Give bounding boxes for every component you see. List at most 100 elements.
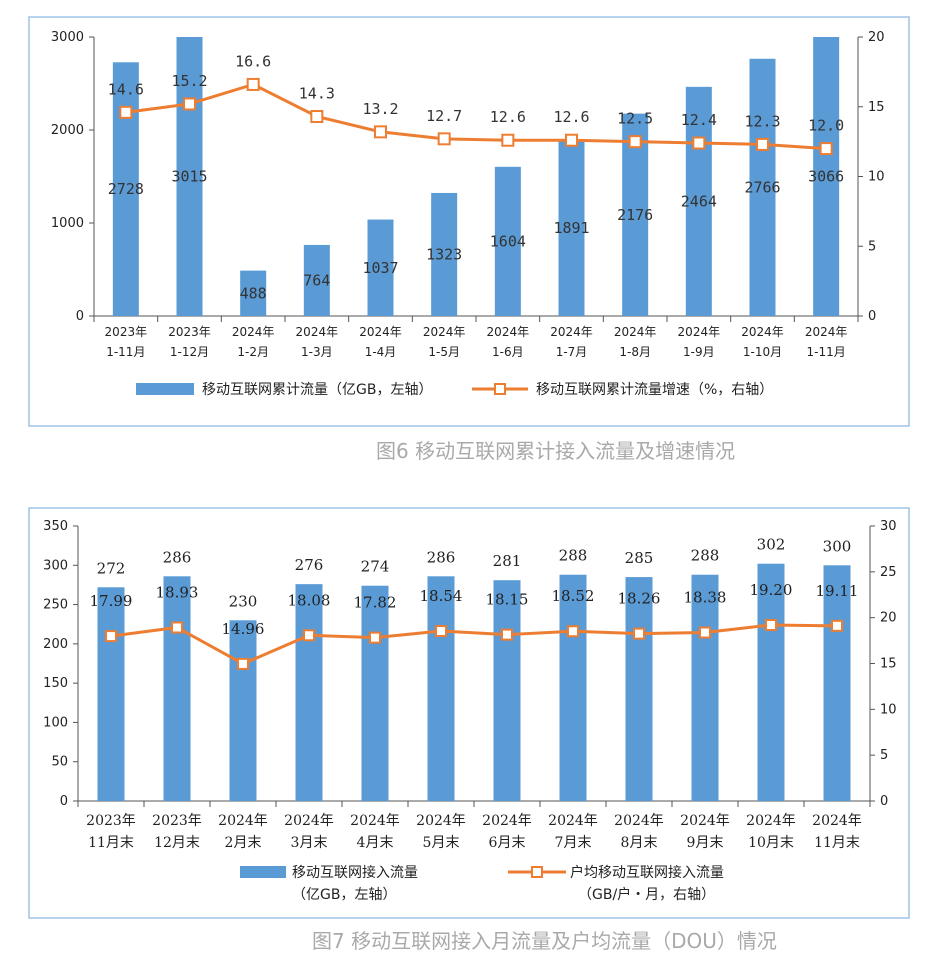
- chart1-xtick-label-year: 2023年: [105, 325, 148, 339]
- chart2-ytick-right: 30: [880, 519, 897, 534]
- chart2-xtick-label-year: 2024年: [284, 813, 334, 829]
- chart2-ytick-left: 250: [43, 598, 68, 613]
- chart2-bar-label-9: 288: [691, 547, 720, 565]
- chart1-bar-2: [240, 270, 267, 316]
- chart1-xtick-label-period: 1-5月: [428, 345, 460, 359]
- chart1-bar-label-6: 1604: [490, 232, 526, 250]
- chart1-xtick-label-year: 2024年: [487, 325, 530, 339]
- chart2-ytick-right: 15: [880, 657, 897, 672]
- chart1-xtick-label-year: 2024年: [423, 325, 466, 339]
- chart1-line-label-11: 12.0: [808, 117, 844, 135]
- chart1-xtick-label-period: 1-6月: [492, 345, 524, 359]
- chart2-bar-3: [295, 584, 323, 801]
- chart1-xtick-label-year: 2024年: [296, 325, 339, 339]
- chart2-line-point-4: [369, 631, 381, 644]
- chart1-line-series: [125, 82, 827, 151]
- chart2-bar-11: [823, 565, 851, 801]
- chart2-xtick-label-year: 2023年: [86, 813, 136, 829]
- chart2-bar-9: [691, 574, 719, 801]
- chart2-bar-0: [97, 587, 125, 801]
- chart2-caption: 图7 移动互联网接入月流量及户均流量（DOU）情况: [312, 929, 777, 953]
- chart2-xtick-label-period: 3月末: [291, 835, 328, 851]
- chart2-line-point-0: [105, 630, 117, 643]
- chart2-bar-8: [625, 577, 653, 801]
- chart1-bar-label-4: 1037: [362, 259, 398, 277]
- chart2-ytick-right: 20: [880, 611, 897, 626]
- chart2-bar-2: [229, 620, 257, 801]
- chart1-bar-label-8: 2176: [617, 206, 653, 224]
- chart2-xtick-label-year: 2023年: [152, 813, 202, 829]
- chart2-bar-5: [427, 576, 455, 801]
- chart2-line-label-3: 18.08: [288, 591, 331, 609]
- chart1-xtick-label-period: 1-7月: [556, 345, 588, 359]
- chart1-line-label-1: 15.2: [171, 72, 207, 90]
- chart1-xtick-label-period: 1-12月: [170, 345, 209, 359]
- chart2-line-label-0: 17.99: [90, 592, 133, 610]
- chart1-xtick-label-period: 1-10月: [743, 345, 782, 359]
- chart2-ytick-left: 200: [43, 637, 68, 652]
- chart1-bar-0: [112, 62, 139, 316]
- chart2-ytick-left: 50: [51, 755, 68, 770]
- chart1-legend-marker: [494, 383, 506, 395]
- chart2-bar-label-6: 281: [493, 552, 522, 570]
- chart1-bar-9: [685, 86, 712, 317]
- chart1-bar-5: [431, 192, 458, 316]
- chart2-xtick-label-year: 2024年: [746, 813, 796, 829]
- chart1-xtick-label-year: 2024年: [741, 325, 784, 339]
- chart1-ytick-right: 5: [868, 239, 876, 254]
- chart2-xtick-label-period: 8月末: [621, 835, 658, 851]
- chart2-xtick-label-period: 4月末: [357, 835, 394, 851]
- chart1-xtick-label-period: 1-11月: [106, 345, 145, 359]
- chart1-line-point-3: [310, 110, 324, 124]
- chart1-ytick-left: 0: [76, 309, 84, 324]
- chart2-bar-label-2: 230: [229, 592, 258, 610]
- chart1-line-label-9: 12.4: [681, 111, 717, 129]
- chart2-xtick-label-year: 2024年: [482, 813, 532, 829]
- chart1-line-label-6: 12.6: [490, 108, 526, 126]
- chart1-line-point-11: [819, 142, 833, 156]
- chart1-line-label-8: 12.5: [617, 110, 653, 128]
- chart1-xtick-label-period: 1-9月: [683, 345, 715, 359]
- chart1-bar-label-11: 3066: [808, 168, 844, 186]
- chart-monthly-traffic: 0 50 100 150 200 250 300 350 0 5 10 15 20 25 30 2023年…: [28, 507, 910, 919]
- chart2-ytick-right: 25: [880, 565, 897, 580]
- chart2-xtick-label-year: 2024年: [614, 813, 664, 829]
- chart1-bar-label-0: 2728: [108, 180, 144, 198]
- chart2-bar-label-5: 286: [427, 548, 456, 566]
- chart1-bar-6: [494, 166, 521, 316]
- chart2-ytick-right: 10: [880, 702, 897, 717]
- chart1-line-point-4: [374, 125, 387, 139]
- chart1-xtick-label-period: 1-11月: [807, 345, 846, 359]
- chart2-line-series: [110, 623, 838, 666]
- chart2-line-label-11: 19.11: [816, 582, 859, 600]
- chart1-ytick-left: 1000: [51, 216, 84, 231]
- chart1-legend-bar-label: 移动互联网累计流量（亿GB，左轴）: [202, 382, 432, 398]
- chart1-line-point-6: [501, 133, 515, 147]
- chart1-ytick-right: 0: [868, 309, 876, 324]
- chart2-xtick-label-period: 2月末: [225, 835, 262, 851]
- chart2-line-point-9: [699, 626, 711, 639]
- chart1-bar-3: [303, 244, 330, 316]
- chart1-legend-line-label: 移动互联网累计流量增速（%，右轴）: [536, 382, 773, 398]
- chart2-line-label-9: 18.38: [684, 589, 727, 607]
- chart2-line-label-5: 18.54: [420, 587, 463, 605]
- chart2-xtick-label-period: 10月末: [748, 835, 794, 851]
- chart2-bar-label-3: 276: [295, 556, 324, 574]
- chart2-ytick-left: 150: [43, 676, 68, 691]
- chart1-caption: 图6 移动互联网累计接入流量及增速情况: [376, 439, 735, 463]
- chart1-line-point-1: [183, 97, 196, 111]
- chart2-line-point-3: [303, 629, 315, 642]
- chart2-ytick-left: 0: [60, 794, 68, 809]
- chart1-xtick-label-year: 2023年: [168, 325, 211, 339]
- chart1-frame: [28, 16, 910, 427]
- chart2-xtick-label-period: 9月末: [687, 835, 724, 851]
- chart1-ytick-left: 3000: [51, 30, 84, 45]
- chart1-ytick-right: 10: [868, 170, 885, 185]
- chart2-xtick-label-period: 6月末: [489, 835, 526, 851]
- chart1-xtick-label-year: 2024年: [678, 325, 721, 339]
- chart2-xtick-label-year: 2024年: [350, 813, 400, 829]
- chart2-bar-label-1: 286: [163, 548, 192, 566]
- chart2-line-label-2: 14.96: [222, 620, 265, 638]
- chart2-legend-line-label: 户均移动互联网接入流量: [570, 864, 724, 881]
